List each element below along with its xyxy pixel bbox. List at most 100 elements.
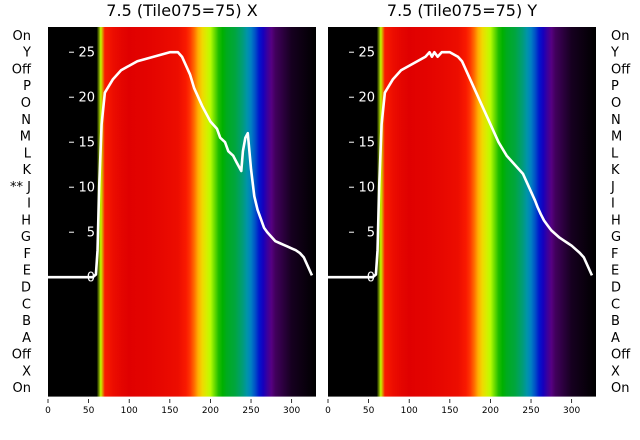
chart-panel-y: 7.5 (Tile075=75) Y OnXOffABCDEFGHIJKLMNO…	[325, 1, 631, 416]
overlay-y-tick-label: 25	[358, 46, 375, 61]
overlay-y-tick-label: 20	[78, 91, 95, 106]
row-label: On	[611, 29, 629, 44]
heatmap-row	[48, 161, 316, 179]
row-label: O	[611, 96, 621, 111]
heatmap-row	[48, 27, 316, 45]
heatmap-row	[48, 194, 316, 213]
x-tick-label: 300	[283, 406, 300, 416]
row-label: X	[22, 364, 31, 379]
row-label: L	[611, 146, 619, 161]
row-label: K	[22, 163, 31, 178]
row-label: F	[24, 247, 31, 262]
row-label: I	[611, 197, 615, 212]
x-tick-label: 0	[45, 406, 51, 416]
row-label: P	[611, 79, 619, 94]
row-label: C	[22, 297, 31, 312]
heatmap-row	[328, 27, 596, 45]
heatmap-row	[328, 228, 596, 246]
heatmap-row	[48, 295, 316, 313]
row-label: F	[611, 247, 618, 262]
row-label: On	[611, 381, 629, 396]
heatmap-row	[328, 194, 596, 213]
heatmap-row	[328, 312, 596, 330]
row-label: Off	[12, 348, 32, 363]
x-tick-label: 150	[441, 406, 458, 416]
row-label: L	[24, 146, 32, 161]
row-label: On	[13, 29, 31, 44]
x-tick-label: 100	[401, 406, 418, 416]
heatmap-row	[48, 362, 316, 380]
heatmap-row	[328, 60, 596, 78]
overlay-y-tick-label: 5	[367, 226, 375, 241]
heatmap-row	[48, 278, 316, 296]
heatmap-row	[48, 345, 316, 364]
heatmap-row	[328, 295, 596, 313]
profile-line	[328, 50, 594, 279]
heatmap-row	[328, 261, 596, 280]
heatmap-row	[328, 278, 596, 296]
row-label: N	[21, 113, 31, 128]
chart-title: 7.5 (Tile075=75) Y	[387, 1, 537, 20]
x-tick-label: 250	[522, 406, 539, 416]
row-label: E	[611, 264, 619, 279]
row-label: J	[610, 180, 615, 195]
heatmap-row	[48, 261, 316, 280]
heatmap-row	[328, 127, 596, 146]
heatmap-row	[48, 77, 316, 95]
x-tick-label: 150	[161, 406, 178, 416]
row-label: H	[611, 213, 621, 228]
heatmap-row	[48, 245, 316, 263]
heatmap-row	[328, 43, 596, 62]
heatmap-row	[48, 211, 316, 229]
row-label: I	[27, 197, 31, 212]
heatmap-row	[48, 110, 316, 129]
heatmap-row	[328, 161, 596, 179]
row-label: N	[611, 113, 621, 128]
x-tick-label: 50	[363, 406, 375, 416]
row-label: M	[20, 130, 31, 145]
x-tick-label: 0	[325, 406, 331, 416]
heatmap-row	[48, 60, 316, 78]
row-label: A	[611, 331, 620, 346]
overlay-y-tick-label: 15	[78, 136, 95, 151]
row-label: K	[611, 163, 620, 178]
row-label: C	[611, 297, 620, 312]
heatmap-row	[328, 211, 596, 229]
x-tick-label: 50	[83, 406, 95, 416]
x-tick-label: 250	[242, 406, 259, 416]
row-label: B	[22, 314, 31, 329]
row-label: D	[611, 280, 621, 295]
heatmap-row	[328, 245, 596, 263]
row-label: Off	[611, 348, 631, 363]
overlay-y-tick-label: 10	[358, 181, 375, 196]
row-label: B	[611, 314, 620, 329]
row-label: G	[611, 230, 621, 245]
heatmap-row	[328, 177, 596, 196]
profile-line	[48, 50, 314, 279]
row-label: ** J	[10, 180, 31, 195]
x-tick-label: 200	[202, 406, 219, 416]
heatmap-row	[328, 345, 596, 364]
row-label: X	[611, 364, 620, 379]
row-label: Y	[610, 46, 619, 61]
heatmap-row	[48, 43, 316, 62]
heatmap-row	[328, 77, 596, 95]
overlay-y-tick-label: 5	[87, 226, 95, 241]
x-axis-ticks: 0 50 100 150 200 250 300	[45, 399, 300, 416]
overlay-y-tick-label: 20	[358, 91, 375, 106]
row-label: Off	[611, 62, 631, 77]
heatmap-row	[48, 228, 316, 246]
heatmap-row	[48, 312, 316, 330]
x-tick-label: 300	[563, 406, 580, 416]
overlay-y-tick-label: 25	[78, 46, 95, 61]
heatmap-row	[48, 379, 316, 397]
row-label: Y	[22, 46, 31, 61]
heatmap-row	[328, 144, 596, 162]
row-label: A	[22, 331, 31, 346]
row-label: D	[21, 280, 31, 295]
heatmap-row	[48, 328, 316, 347]
